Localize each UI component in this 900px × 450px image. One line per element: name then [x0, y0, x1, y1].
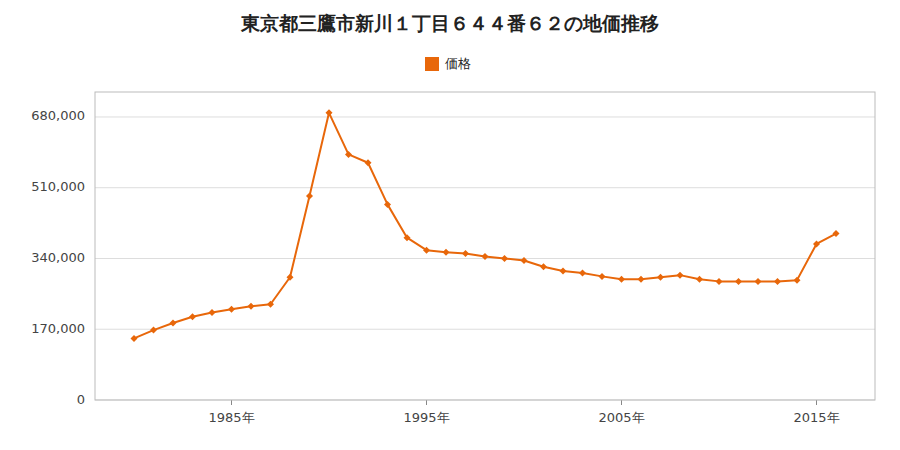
data-point [150, 327, 157, 334]
data-point [423, 247, 430, 254]
data-point [833, 230, 840, 237]
x-tick-label: 2005年 [598, 410, 644, 425]
data-point [560, 267, 567, 274]
x-tick-mark [426, 400, 427, 405]
y-tick-label: 340,000 [31, 250, 85, 265]
data-area [131, 109, 840, 342]
data-point [267, 301, 274, 308]
data-point [170, 320, 177, 327]
data-point [306, 193, 313, 200]
data-point [345, 151, 352, 158]
x-tick-label: 1995年 [403, 410, 449, 425]
data-point [755, 278, 762, 285]
legend-label: 価格 [445, 56, 471, 71]
data-point [482, 253, 489, 260]
data-point [813, 240, 820, 247]
x-tick-mark [231, 400, 232, 405]
data-point [618, 276, 625, 283]
x-tick-mark [816, 400, 817, 405]
data-point [716, 278, 723, 285]
data-point [365, 159, 372, 166]
data-point [774, 278, 781, 285]
data-point [462, 250, 469, 257]
chart-title: 東京都三鷹市新川１丁目６４４番６２の地価推移 [240, 12, 659, 34]
data-point [599, 273, 606, 280]
y-grid [95, 117, 875, 400]
data-point [189, 313, 196, 320]
data-point [696, 276, 703, 283]
x-tick-mark [621, 400, 622, 405]
data-point [521, 257, 528, 264]
y-tick-label: 0 [77, 392, 85, 407]
data-point [209, 309, 216, 316]
x-tick-label: 1985年 [208, 410, 254, 425]
data-point [677, 272, 684, 279]
data-point [228, 306, 235, 313]
data-point [443, 249, 450, 256]
data-point [404, 234, 411, 241]
x-tick-label: 2015年 [793, 410, 839, 425]
y-tick-label: 510,000 [31, 179, 85, 194]
grid-line [95, 116, 875, 117]
y-tick-label: 170,000 [31, 321, 85, 336]
data-point [540, 263, 547, 270]
plot-frame [95, 92, 875, 400]
grid-line [95, 187, 875, 188]
data-point [579, 270, 586, 277]
series-line [134, 113, 836, 339]
x-ticks: 1985年 1995年 2005年 2015年 [208, 400, 839, 425]
data-point [657, 274, 664, 281]
legend: 価格 [425, 56, 471, 72]
y-tick-label: 680,000 [31, 108, 85, 123]
data-point [384, 201, 391, 208]
legend-swatch [425, 57, 439, 71]
chart-container: 東京都三鷹市新川１丁目６４４番６２の地価推移 0 170,000 340,000 510… [0, 0, 900, 450]
data-point [638, 276, 645, 283]
data-point [501, 255, 508, 262]
data-point [248, 303, 255, 310]
data-point [735, 278, 742, 285]
data-point [794, 277, 801, 284]
y-ticks: 0 170,000 340,000 510,000 680,000 [31, 108, 85, 406]
chart-svg: 東京都三鷹市新川１丁目６４４番６２の地価推移 0 170,000 340,000 510… [0, 0, 900, 450]
grid-line [95, 329, 875, 330]
data-point [131, 335, 138, 342]
data-point [326, 109, 333, 116]
data-point [287, 274, 294, 281]
